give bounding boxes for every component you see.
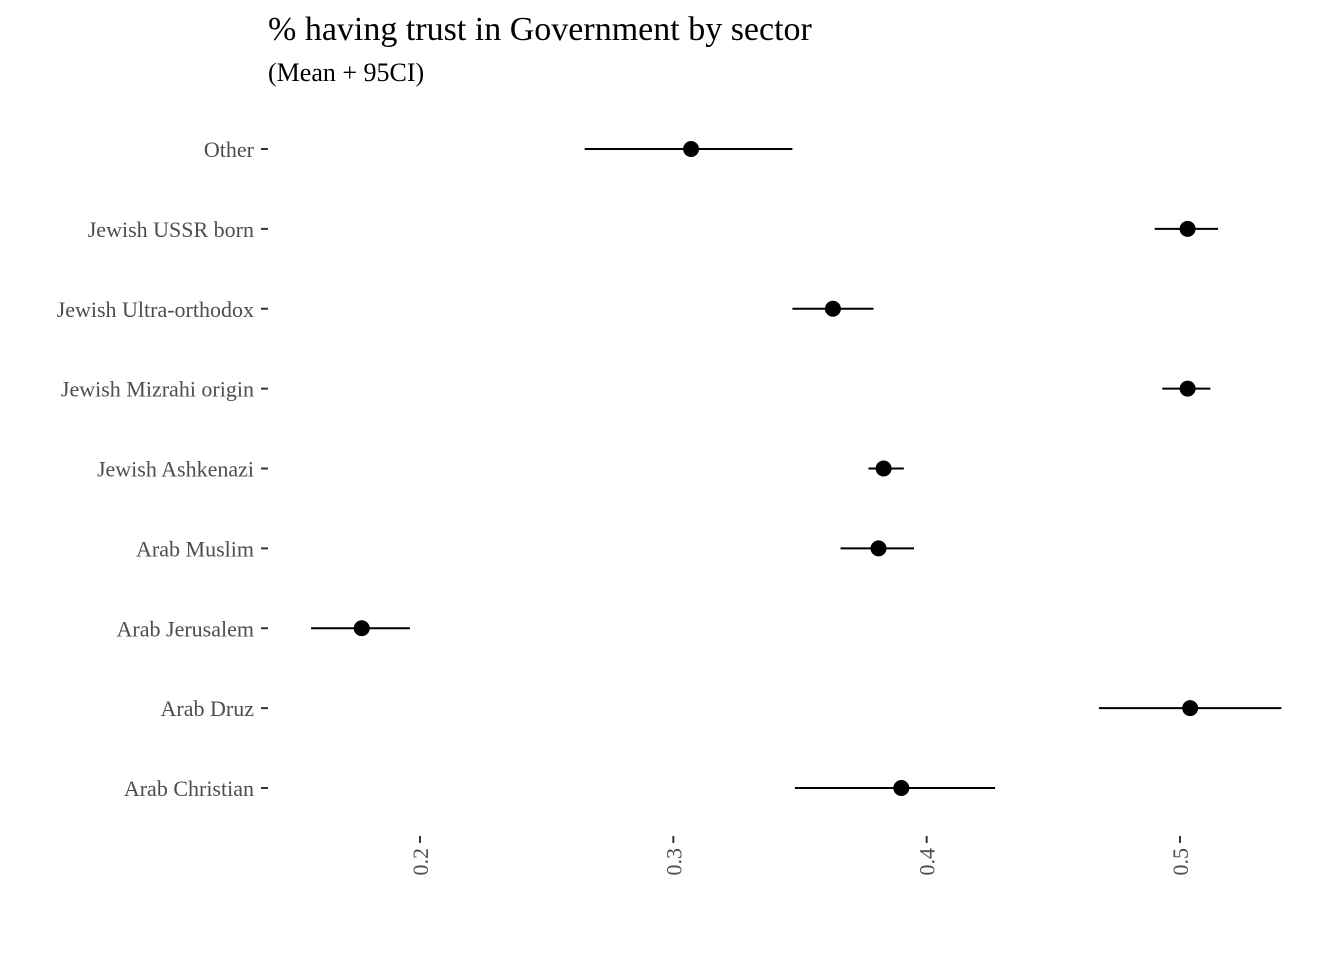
x-axis: 0.2 0.3 0.4 0.5 [408,836,1193,876]
y-tick-label: Jewish Mizrahi origin [61,377,254,402]
mean-point [683,141,700,157]
mean-point [870,540,887,557]
y-tick-label: Arab Muslim [136,536,254,561]
y-tick-label: Jewish Ashkenazi [97,457,254,482]
mean-point [1179,220,1196,237]
x-tick-label: 0.3 [661,848,686,876]
y-tick-label: Arab Jerusalem [117,616,254,641]
x-tick-label: 0.2 [408,848,433,876]
y-tick-label: Jewish Ultra-orthodox [57,297,254,322]
mean-point [1182,700,1199,717]
chart-subtitle: (Mean + 95CI) [268,58,424,87]
y-tick-label: Arab Christian [124,776,254,801]
mean-point [353,620,370,637]
y-tick-label: Arab Druz [161,696,255,721]
mean-point [824,300,841,317]
mean-point [893,780,910,796]
y-tick-label: Other [204,137,255,162]
plot-marks [311,141,1282,796]
y-axis: Other Jewish USSR born Jewish Ultra-orthod… [57,137,268,801]
y-tick-label: Jewish USSR born [88,217,254,242]
mean-point [875,460,892,477]
x-tick-label: 0.5 [1168,848,1193,876]
chart-title: % having trust in Government by sector [268,11,813,48]
x-tick-label: 0.4 [915,848,940,876]
mean-point [1179,380,1196,397]
